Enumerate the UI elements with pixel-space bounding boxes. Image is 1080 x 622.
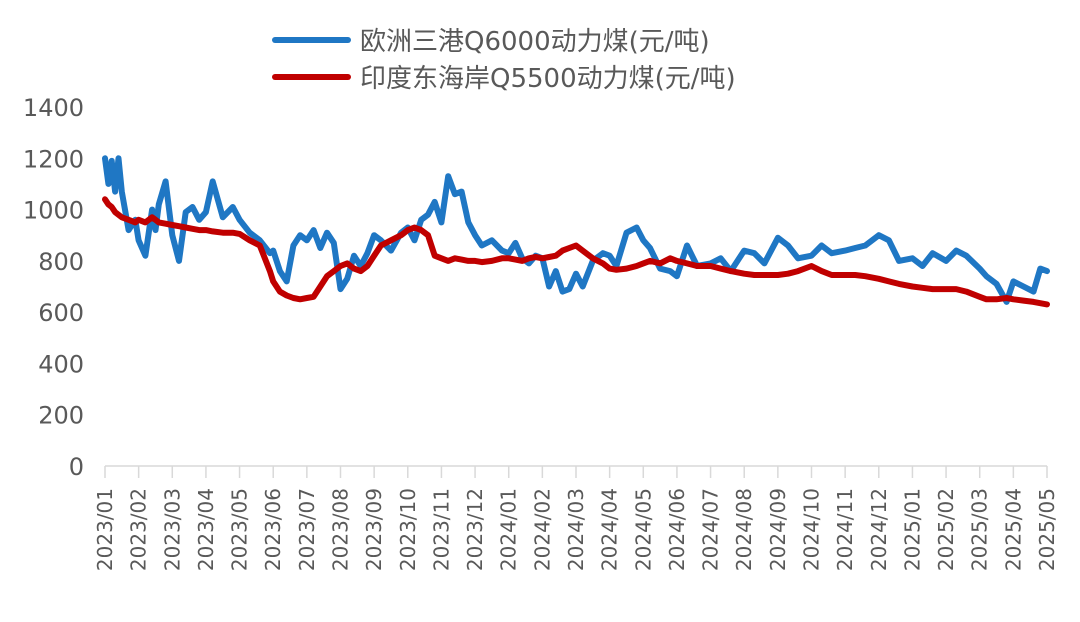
- chart-legend: 欧洲三港Q6000动力煤(元/吨) 印度东海岸Q5500动力煤(元/吨): [272, 27, 736, 94]
- x-tick-label: 2024/12: [867, 488, 891, 571]
- y-tick-label: 0: [69, 453, 84, 481]
- x-tick-label: 2025/02: [934, 488, 958, 571]
- x-tick-label: 2023/11: [429, 488, 453, 571]
- x-tick-label: 2024/08: [732, 488, 756, 571]
- y-tick-label: 1400: [23, 94, 84, 122]
- y-tick-label: 1200: [23, 145, 84, 173]
- x-tick-label: 2024/01: [497, 488, 521, 571]
- x-tick-label: 2023/08: [329, 488, 353, 571]
- x-tick-label: 2023/02: [127, 488, 151, 571]
- x-axis: 2023/01 2023/02 2023/03 2023/04 2023/05 2023/…: [93, 465, 1059, 571]
- x-tick-label: 2024/07: [699, 488, 723, 571]
- x-tick-label: 2024/09: [766, 488, 790, 571]
- x-tick-label: 2023/07: [295, 488, 319, 571]
- x-tick-label: 2024/05: [631, 488, 655, 571]
- x-tick-label: 2023/04: [194, 488, 218, 571]
- y-tick-label: 800: [38, 248, 84, 276]
- x-tick-label: 2024/02: [530, 488, 554, 571]
- x-tick-label: 2023/05: [228, 488, 252, 571]
- series-line-europe: [102, 155, 1050, 305]
- x-tick-label: 2024/06: [665, 488, 689, 571]
- x-tick-label: 2024/11: [833, 488, 857, 571]
- x-tick-label: 2025/04: [1001, 488, 1025, 571]
- x-tick-label: 2025/03: [968, 488, 992, 571]
- x-tick-label: 2023/03: [160, 488, 184, 571]
- y-tick-label: 400: [38, 350, 84, 378]
- x-tick-label: 2025/01: [900, 488, 924, 571]
- plot-area: [102, 155, 1050, 308]
- y-axis: 0 200 400 600 800 1000 1200 1400: [23, 94, 84, 481]
- legend-label-india: 印度东海岸Q5500动力煤(元/吨): [360, 64, 736, 94]
- x-tick-label: 2023/09: [362, 488, 386, 571]
- x-tick-label: 2023/06: [261, 488, 285, 571]
- x-tick-label: 2024/10: [800, 488, 824, 571]
- x-tick-label: 2024/03: [564, 488, 588, 571]
- x-tick-label: 2024/04: [598, 488, 622, 571]
- y-tick-label: 1000: [23, 197, 84, 225]
- x-tick-label: 2023/12: [463, 488, 487, 571]
- legend-label-europe: 欧洲三港Q6000动力煤(元/吨): [360, 27, 710, 57]
- x-tick-label: 2023/10: [396, 488, 420, 571]
- y-tick-label: 600: [38, 299, 84, 327]
- x-tick-label: 2025/05: [1035, 488, 1059, 571]
- x-tick-label: 2023/01: [93, 488, 117, 571]
- y-tick-label: 200: [38, 402, 84, 430]
- series-line-india: [102, 196, 1050, 308]
